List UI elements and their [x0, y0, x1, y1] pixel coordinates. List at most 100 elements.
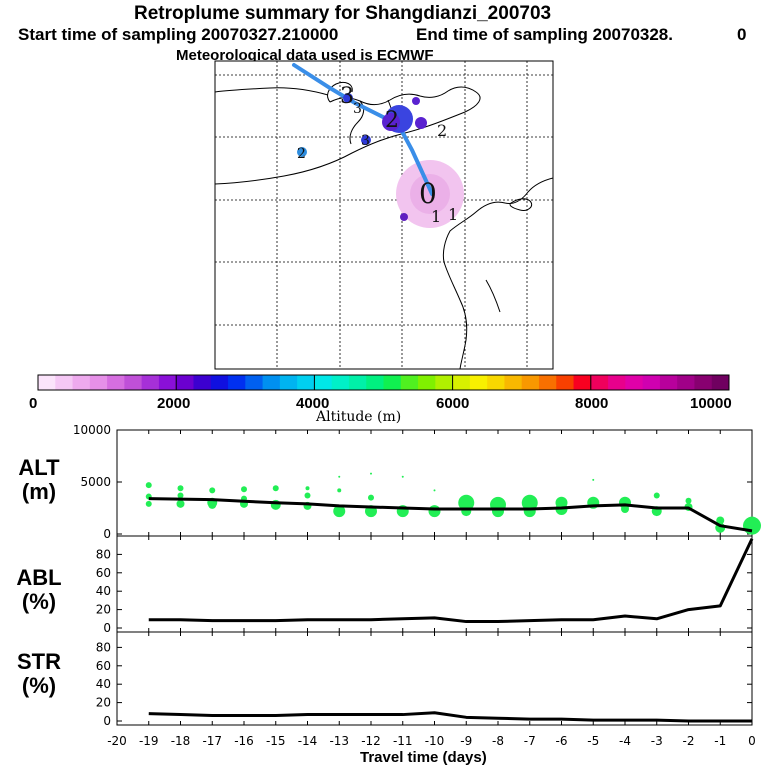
panel-1: 0 20 40 60 80 [96, 535, 754, 635]
colorbar-segment [38, 375, 56, 390]
altitude-dot [207, 497, 218, 508]
colorbar-tick-6000: 6000 [436, 395, 470, 412]
panel-0: 0 5000 10000 [73, 423, 761, 541]
day-marker-0: 0 [419, 177, 437, 210]
altitude-dot [651, 506, 662, 517]
map-coastlines [215, 81, 553, 369]
colorbar-segment [245, 375, 264, 390]
colorbar-segment [400, 375, 419, 390]
colorbar-segment [314, 375, 333, 390]
colorbar-segment [418, 375, 436, 390]
x-axis-title: Travel time (days) [360, 749, 487, 766]
altitude-dot [653, 492, 660, 499]
colorbar-segment [297, 375, 315, 390]
day-marker-2c: 2 [297, 146, 306, 162]
series-line [148, 538, 754, 624]
altitude-dot [272, 485, 279, 492]
colorbar-segment [625, 375, 644, 390]
colorbar-segment [521, 375, 540, 390]
altitude-dot [461, 506, 472, 517]
colorbar-segment [556, 375, 575, 390]
panel-frame [116, 631, 753, 726]
altitude-dot [303, 501, 312, 510]
day-marker-2a: 2 [437, 121, 447, 140]
page-title: Retroplume summary for Shangdianzi_20070… [134, 3, 552, 24]
x-tick-label: -7 [524, 734, 536, 748]
altitude-dot [270, 499, 281, 510]
altitude-dot [401, 475, 404, 478]
altitude-dot [619, 496, 631, 509]
colorbar-frame [37, 374, 730, 391]
cluster-blob [385, 105, 413, 133]
altitude-dot [305, 486, 310, 491]
altitude-dot [176, 499, 185, 508]
colorbar-segment [262, 375, 281, 390]
colorbar-segment [469, 375, 488, 390]
altitude-dot [338, 475, 341, 478]
x-tick-label: -16 [234, 734, 254, 748]
altitude-dot [716, 516, 725, 525]
x-tick-label: -8 [492, 734, 504, 748]
y-tick-label: 80 [96, 547, 111, 561]
x-tick-label: -17 [202, 734, 222, 748]
x-tick-label: -5 [587, 734, 599, 748]
colorbar-segment [72, 375, 91, 390]
colorbar-segment [176, 375, 194, 390]
altitude-dot [715, 522, 726, 533]
colorbar-segment [228, 375, 246, 390]
colorbar-tick-2000: 2000 [157, 395, 191, 412]
y-tick-label: 0 [103, 621, 111, 635]
colorbar-segment [608, 375, 626, 390]
day-marker-1b: 1 [431, 207, 441, 226]
met-data-label: Meteorological data used is ECMWF [176, 47, 434, 64]
altitude-dot [177, 485, 184, 492]
colorbar-segment [158, 375, 177, 390]
map-gridlines [215, 61, 553, 369]
day-marker-2b: 2 [385, 108, 399, 133]
colorbar-segment [383, 375, 402, 390]
x-tick-label: -12 [361, 734, 381, 748]
altitude-dot [240, 499, 248, 508]
altitude-dot [428, 505, 441, 518]
altitude-dot [492, 505, 504, 518]
x-tick-label: 0 [748, 734, 756, 748]
abl-panel-label: ABL (%) [16, 565, 62, 614]
alt-panel-label: ALT (m) [18, 455, 60, 504]
colorbar-segment [677, 375, 695, 390]
altitude-dot [145, 500, 152, 507]
day-marker-3c: 3 [361, 133, 370, 149]
colorbar-segment [452, 375, 471, 390]
map-panel [215, 61, 553, 369]
colorbar-segment [124, 375, 143, 390]
colorbar-segment [107, 375, 125, 390]
altitude-dot [241, 495, 247, 502]
map-day-markers: 0 1 1 2 2 3 3 2 3 [297, 84, 458, 226]
colorbar-segment [711, 375, 730, 390]
x-tick-label: -3 [651, 734, 663, 748]
colorbar-segment [435, 375, 454, 390]
altitude-dot [145, 493, 152, 500]
altitude-dot [685, 497, 692, 504]
x-tick-label: -18 [171, 734, 191, 748]
end-time-suffix: 0 [737, 25, 747, 44]
x-tick-label: -14 [298, 734, 318, 748]
colorbar-segment [55, 375, 74, 390]
x-tick-label: -13 [329, 734, 349, 748]
altitude-dot [587, 496, 600, 509]
colorbar-tick-8000: 8000 [575, 395, 609, 412]
colorbar-tick-4000: 4000 [296, 395, 330, 412]
x-tick-label: -15 [266, 734, 286, 748]
x-tick-label: -10 [425, 734, 445, 748]
colorbar-segment [331, 375, 350, 390]
plume-trajectory [292, 63, 434, 196]
altitude-dot [433, 489, 436, 492]
x-tick-label: -20 [107, 734, 127, 748]
altitude-dot [521, 494, 538, 511]
x-tick-label: -1 [714, 734, 726, 748]
altitude-dot [370, 472, 372, 475]
x-tick-label: -2 [683, 734, 695, 748]
y-tick-label: 60 [96, 659, 111, 673]
colorbar-segment [210, 375, 229, 390]
altitude-dot [458, 494, 475, 511]
